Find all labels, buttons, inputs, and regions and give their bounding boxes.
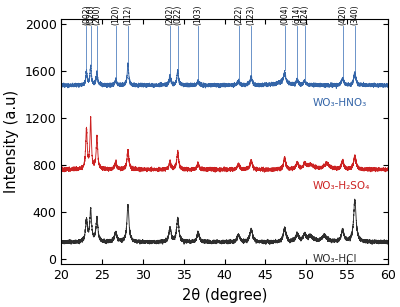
Text: (202): (202) xyxy=(166,5,174,25)
Text: (222): (222) xyxy=(234,5,243,25)
Text: (004): (004) xyxy=(280,4,289,25)
Text: (420): (420) xyxy=(338,5,347,25)
Text: (024): (024) xyxy=(300,5,309,25)
Text: (123): (123) xyxy=(247,5,256,25)
Text: WO₃-HNO₃: WO₃-HNO₃ xyxy=(313,98,367,108)
Text: (ġ14): (ġ14) xyxy=(293,5,302,25)
Text: (002): (002) xyxy=(82,5,91,25)
Text: (103): (103) xyxy=(194,5,203,25)
Text: (340): (340) xyxy=(350,4,359,25)
Text: (112): (112) xyxy=(124,5,132,25)
Text: WO₃-H₂SO₄: WO₃-H₂SO₄ xyxy=(313,181,370,191)
Text: (120): (120) xyxy=(111,5,120,25)
Text: (020): (020) xyxy=(86,5,95,25)
Text: (200): (200) xyxy=(92,5,102,25)
Text: (022): (022) xyxy=(173,5,182,25)
Y-axis label: Intensity (a.u): Intensity (a.u) xyxy=(4,90,19,193)
Text: WO₃-HCl: WO₃-HCl xyxy=(313,254,357,264)
X-axis label: 2θ (degree): 2θ (degree) xyxy=(182,288,267,303)
